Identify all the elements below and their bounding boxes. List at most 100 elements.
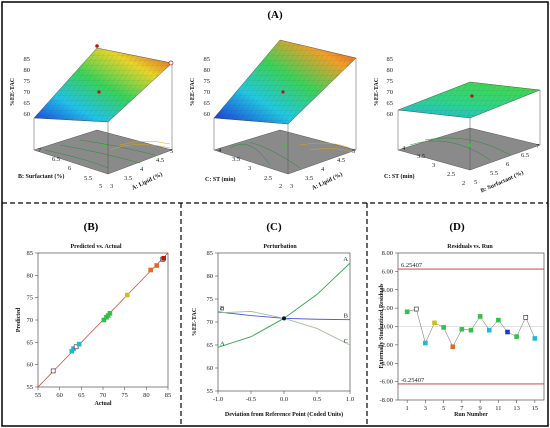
upper-limit-label: 6.25407 — [401, 262, 423, 269]
z-tick-label: 75 — [24, 78, 31, 85]
series-marker-label: C — [344, 338, 348, 345]
z-tick-label: 70 — [387, 89, 394, 96]
residual-point — [450, 344, 456, 350]
y-axis: 2 2.5 3 3.5 4 — [402, 145, 465, 187]
z-tick-label: 80 — [387, 67, 394, 74]
y-tick-label: 6 — [68, 165, 72, 172]
y-tick-label: 2.5 — [264, 175, 272, 182]
x-axis-label: Deviation from Reference Point (Coded Un… — [225, 411, 343, 418]
base-contour-lines-warm — [299, 142, 353, 153]
series-marker-label: B — [344, 313, 349, 320]
y-tick-label: 8.00 — [382, 250, 393, 257]
plot-area — [217, 252, 351, 392]
x-axis-label: Actual — [95, 401, 112, 407]
x-tick-label: 6 — [506, 161, 510, 168]
y-tick-label: 2 — [279, 183, 282, 190]
y-tick-label: 5 — [99, 183, 102, 190]
y-axis-label: B: Surfactant (%) — [18, 173, 64, 180]
lower-limit-label: -6.25407 — [401, 377, 425, 384]
x-tick-label: 1.0 — [346, 396, 354, 403]
data-point — [124, 292, 130, 298]
y-tick-label: -4.00 — [379, 360, 393, 367]
series-marker-label: B — [220, 305, 225, 312]
y-tick-label: 55 — [27, 384, 34, 391]
data-points — [50, 256, 166, 374]
x-axis: 3 3.5 4 4.5 5 — [110, 148, 173, 190]
y-tick-label: 3.5 — [417, 153, 425, 160]
x-axis-label: Run Number — [454, 412, 488, 418]
design-point — [168, 60, 174, 66]
panel-c-label: (C) — [266, 221, 282, 233]
z-tick-label: 85 — [204, 56, 211, 63]
surface-mesh — [34, 48, 172, 122]
y-tick-label: 55 — [207, 388, 214, 395]
data-point — [148, 267, 153, 273]
design-point — [470, 94, 474, 98]
x-tick-label: 4.5 — [156, 157, 164, 164]
panel-a-label: (A) — [267, 9, 283, 21]
z-tick-label: 85 — [24, 56, 31, 63]
y-tick-label: -2.00 — [379, 342, 393, 349]
y-tick-label: 80 — [27, 272, 34, 279]
z-axis: 85 80 75 70 65 60 — [204, 56, 211, 118]
y-tick-label: 85 — [27, 250, 34, 257]
base-contour-plane — [213, 129, 357, 175]
x-tick-label: 7 — [536, 143, 540, 150]
residuals-vs-run-chart: Residuals vs. Run 1 3 5 7 9 11 13 15-8.00-6.00-… — [379, 244, 545, 418]
z-tick-label: 75 — [387, 78, 394, 85]
y-tick-label: 0.00 — [382, 324, 393, 331]
x-axis: 5 5.5 6 6.5 7 — [474, 143, 540, 186]
x-tick-label: 0.5 — [313, 396, 321, 403]
surface-mesh — [398, 82, 540, 118]
data-point — [107, 310, 113, 316]
surface-plot-lipid-st: 85 80 75 70 65 60 %EE-TAC 2 2.5 3 3.5 4 … — [190, 39, 357, 192]
y-tick-label: 3.5 — [232, 156, 240, 163]
x-tick-label: 65 — [78, 392, 85, 399]
z-tick-label: 80 — [24, 67, 31, 74]
residual-point — [413, 306, 419, 312]
x-tick-label: 13 — [513, 405, 520, 412]
z-axis-label: %EE-TAC — [374, 78, 380, 106]
y-tick-label: 60 — [27, 362, 34, 369]
base-contour-lines — [409, 137, 511, 161]
y-tick-label: 80 — [207, 273, 214, 280]
y-tick-label: 4 — [218, 147, 222, 154]
chart-title: Residuals vs. Run — [447, 244, 493, 250]
y-tick-label: 5.5 — [84, 175, 92, 182]
y-axis-label: Externally Studentized Residuals — [379, 283, 385, 369]
series-marker-label: A — [343, 256, 348, 263]
x-axis-label: B: Surfactant (%) — [479, 169, 524, 194]
y-tick-label: 60 — [207, 365, 214, 372]
residual-point — [432, 320, 437, 326]
x-tick-label: 5 — [352, 148, 355, 155]
residual-point — [532, 336, 538, 341]
x-tick-label: 15 — [532, 405, 539, 412]
axis-ticks: -1.0 -0.5 0.0 0.5 1.0 55 60 65 70 75 80 85 — [207, 250, 355, 403]
chart-title: Perturbation — [263, 244, 297, 250]
chart-title: Predicted vs. Actual — [70, 244, 121, 250]
x-tick-label: 6.5 — [521, 152, 529, 159]
residual-point — [486, 327, 492, 333]
y-tick-label: 65 — [207, 342, 214, 349]
z-tick-label: 65 — [204, 100, 211, 107]
y-tick-label: 7 — [38, 147, 42, 154]
panel-b-label: (B) — [84, 221, 99, 233]
design-point — [281, 90, 285, 94]
y-tick-label: 6.00 — [382, 268, 393, 275]
x-tick-label: 7 — [460, 405, 464, 412]
x-tick-label: 4 — [321, 166, 325, 173]
x-tick-label: 5 — [442, 405, 445, 412]
residual-point — [468, 327, 474, 333]
y-axis: 5 5.5 6 6.5 7 — [38, 147, 102, 190]
x-tick-label: 3.5 — [305, 175, 313, 182]
x-tick-label: 70 — [100, 392, 107, 399]
z-tick-label: 65 — [24, 100, 31, 107]
reference-point — [282, 316, 286, 321]
y-tick-label: -8.00 — [379, 397, 393, 404]
x-axis-label: A: Lipid (%) — [311, 171, 344, 192]
y-tick-label: 6.5 — [52, 156, 60, 163]
x-tick-label: 11 — [495, 405, 501, 412]
x-tick-label: 4.5 — [337, 157, 345, 164]
panel-d-label: (D) — [449, 221, 465, 233]
